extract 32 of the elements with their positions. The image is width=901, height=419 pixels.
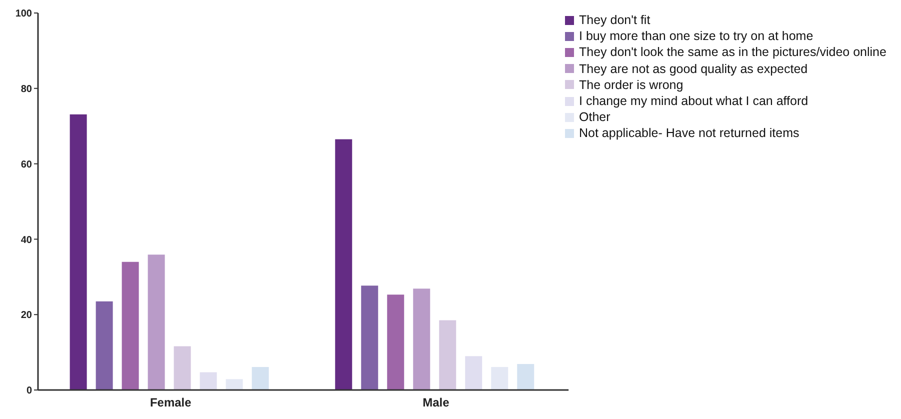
legend-label: They are not as good quality as expected bbox=[579, 60, 808, 77]
bar bbox=[413, 288, 430, 390]
bar bbox=[252, 367, 269, 390]
legend-label: Not applicable- Have not returned items bbox=[579, 125, 800, 142]
y-tick-label: 60 bbox=[20, 159, 32, 170]
y-tick-label: 0 bbox=[26, 386, 32, 397]
bar bbox=[387, 294, 404, 390]
bar bbox=[439, 320, 456, 390]
legend-label: The order is wrong bbox=[579, 76, 684, 94]
bar bbox=[335, 139, 352, 390]
legend-label: Other bbox=[579, 109, 610, 126]
bar bbox=[226, 379, 243, 390]
bar bbox=[96, 301, 113, 390]
x-tick-label: Male bbox=[422, 396, 450, 410]
bar bbox=[122, 262, 139, 390]
bar bbox=[200, 372, 217, 390]
y-tick-label: 100 bbox=[15, 8, 32, 20]
bar bbox=[465, 356, 482, 390]
bar bbox=[361, 286, 378, 390]
y-tick-label: 40 bbox=[20, 234, 32, 246]
bar bbox=[491, 367, 508, 390]
bar bbox=[174, 346, 191, 390]
x-tick-label: Female bbox=[150, 396, 192, 410]
legend-label: I change my mind about what I can afford bbox=[579, 93, 808, 110]
bar bbox=[517, 364, 534, 390]
legend-label: They don't fit bbox=[579, 12, 650, 28]
y-tick-label: 20 bbox=[20, 310, 32, 322]
bar bbox=[70, 114, 87, 390]
legend-label: They don't look the same as in the pictures/video online bbox=[579, 44, 886, 61]
bar bbox=[148, 254, 165, 390]
y-tick-label: 80 bbox=[20, 84, 32, 95]
legend-label: I buy more than one size to try on at home bbox=[579, 28, 814, 44]
